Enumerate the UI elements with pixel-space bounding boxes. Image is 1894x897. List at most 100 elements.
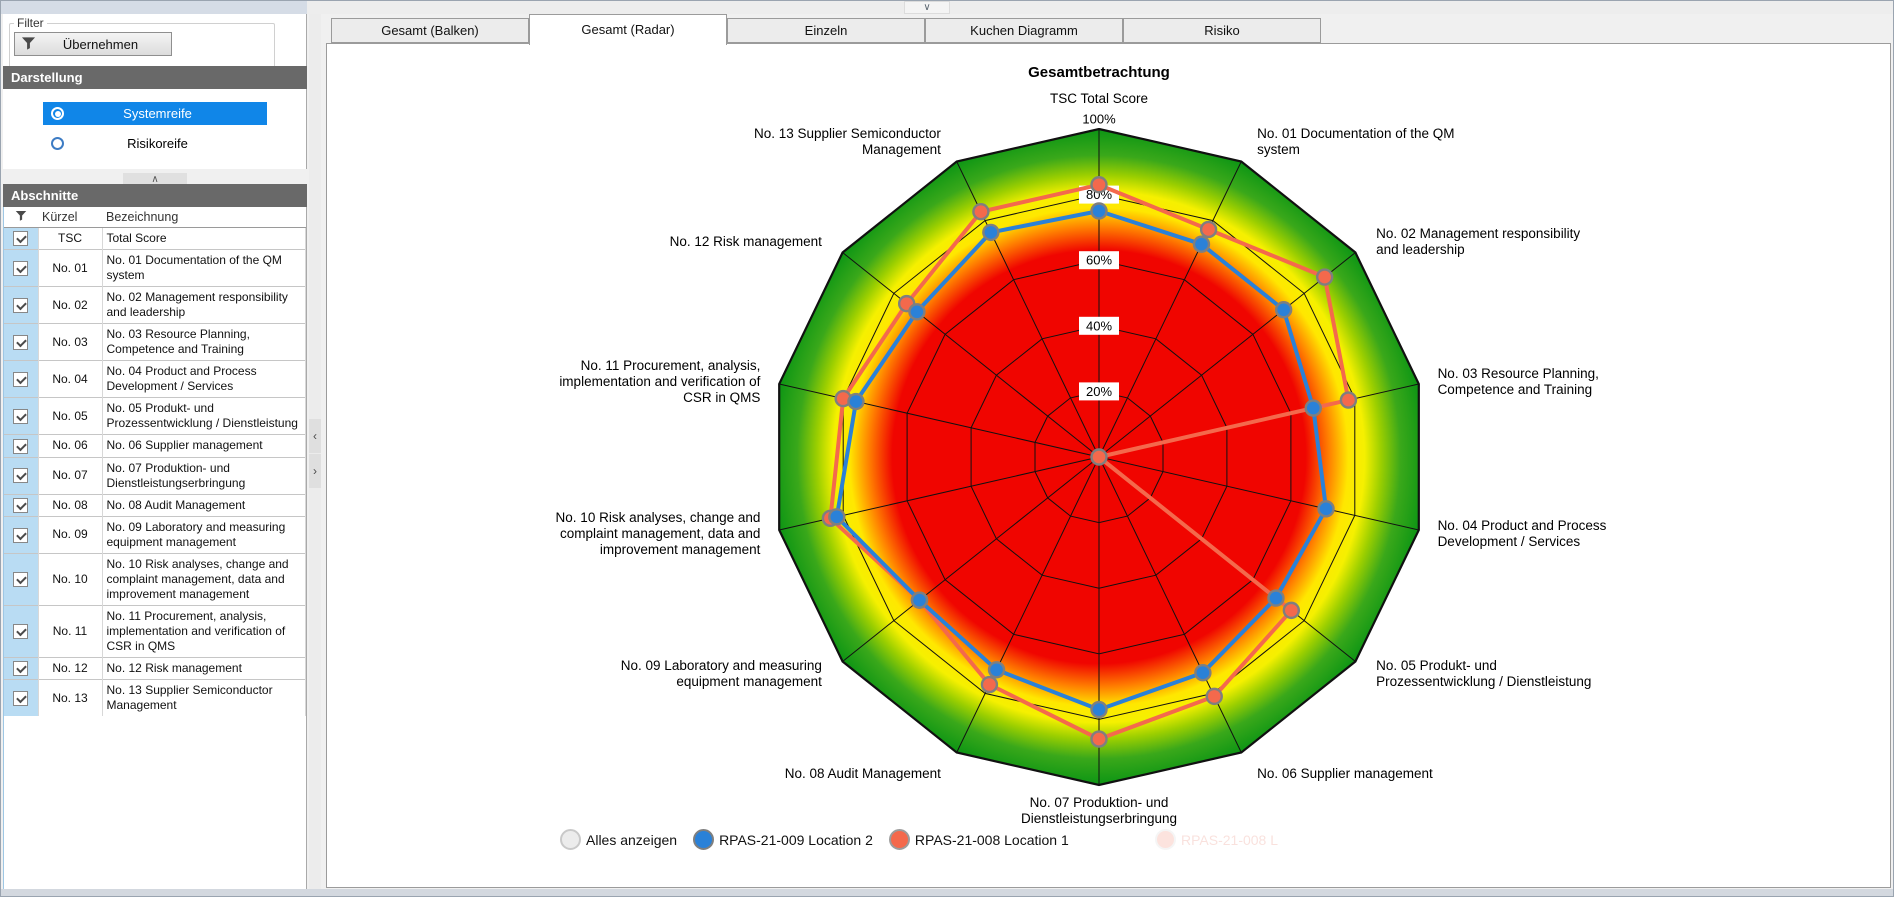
row-checkbox[interactable] (13, 297, 29, 313)
row-checkbox[interactable] (13, 408, 29, 424)
row-checkbox[interactable] (13, 231, 29, 247)
row-checkbox[interactable] (13, 438, 29, 454)
series-marker-rpas-21-008-location-1[interactable] (1090, 448, 1108, 466)
table-row[interactable]: No. 07 No. 07 Produktion- und Dienstleist… (4, 456, 306, 495)
table-row[interactable]: No. 09 No. 09 Laboratory and measuring eq… (4, 515, 306, 554)
series-marker-rpas-21-009-location-2[interactable] (910, 591, 929, 609)
chart-legend: Alles anzeigen RPAS-21-009 Location 2 RPAS… (560, 829, 1069, 850)
series-marker-rpas-21-008-location-1[interactable] (1205, 687, 1223, 706)
funnel-icon[interactable] (4, 207, 38, 228)
series-marker-rpas-21-009-location-2[interactable] (908, 303, 926, 321)
row-checkbox[interactable] (13, 497, 29, 513)
chevron-right-icon: › (313, 464, 317, 478)
tab-kuchen-diagramm[interactable]: Kuchen Diagramm (925, 18, 1123, 43)
table-row[interactable]: No. 02 No. 02 Management responsibility a… (4, 286, 306, 324)
tab-einzeln[interactable]: Einzeln (727, 18, 925, 43)
series-marker-rpas-21-008-location-1[interactable] (1090, 730, 1108, 748)
row-checkbox-cell (4, 226, 39, 250)
row-checkbox[interactable] (13, 624, 29, 640)
radio-option-label: Risikoreife (127, 136, 188, 151)
radio-icon[interactable] (51, 137, 64, 150)
series-marker-rpas-21-009-location-2[interactable] (1274, 301, 1293, 319)
tab-gesamt-balken[interactable]: Gesamt (Balken) (331, 18, 529, 43)
series-marker-rpas-21-008-location-1[interactable] (1315, 268, 1334, 286)
chevron-down-icon: ∨ (923, 2, 931, 13)
row-checkbox[interactable] (13, 572, 29, 588)
series-marker-rpas-21-009-location-2[interactable] (1194, 664, 1212, 682)
row-checkbox[interactable] (13, 468, 29, 484)
series-marker-rpas-21-009-location-2[interactable] (1192, 235, 1211, 253)
series-marker-rpas-21-008-location-1[interactable] (1199, 220, 1218, 239)
legend-item-alles-anzeigen[interactable]: Alles anzeigen (560, 829, 677, 850)
splitter-collapse-left-button[interactable]: ‹ (309, 419, 321, 453)
radar-spoke (842, 456, 1100, 662)
series-marker-rpas-21-009-location-2[interactable] (982, 223, 1000, 242)
row-checkbox[interactable] (13, 661, 29, 677)
table-row[interactable]: No. 13 No. 13 Supplier Semiconductor Mana… (4, 679, 306, 717)
table-row[interactable]: No. 01 No. 01 Documentation of the QM sys… (4, 249, 306, 287)
cell-kuerzel: No. 11 (38, 604, 103, 658)
table-row[interactable]: No. 04 No. 04 Product and Process Develop… (4, 360, 306, 398)
cell-bezeichnung: No. 11 Procurement, analysis, implementa… (102, 604, 306, 658)
series-marker-rpas-21-009-location-2[interactable] (1304, 399, 1322, 417)
cell-kuerzel: No. 13 (38, 679, 103, 717)
ring-label: 100% (1082, 112, 1116, 127)
collapse-panel-button[interactable]: ∨ (904, 1, 950, 14)
cell-bezeichnung: No. 09 Laboratory and measuring equipmen… (102, 515, 306, 554)
splitter-expand-right-button[interactable]: › (309, 454, 321, 488)
table-row[interactable]: No. 05 No. 05 Produkt- und Prozessentwick… (4, 397, 306, 435)
series-marker-rpas-21-008-location-1[interactable] (980, 675, 999, 694)
radio-icon[interactable] (51, 107, 64, 120)
tab-gesamt-radar[interactable]: Gesamt (Radar) (529, 14, 727, 45)
series-marker-rpas-21-008-location-1[interactable] (1282, 601, 1301, 620)
series-marker-rpas-21-009-location-2[interactable] (828, 508, 846, 526)
series-marker-rpas-21-008-location-1[interactable] (1339, 391, 1358, 409)
series-marker-rpas-21-009-location-2[interactable] (1317, 500, 1335, 518)
tab-panel: 20% 40% 60% 80% 100% Gesamtbetrachtung TSC Tot… (326, 43, 1891, 888)
series-marker-rpas-21-008-location-1[interactable] (972, 203, 990, 221)
row-checkbox[interactable] (13, 334, 29, 350)
tab-risiko[interactable]: Risiko (1123, 18, 1321, 43)
table-row[interactable]: No. 11 No. 11 Procurement, analysis, impl… (4, 604, 306, 658)
radio-option-systemreife[interactable]: Systemreife (43, 102, 267, 125)
chevron-up-icon: ∧ (151, 174, 159, 185)
series-marker-rpas-21-008-location-1[interactable] (1090, 176, 1108, 194)
series-marker-rpas-21-009-location-2[interactable] (1090, 700, 1108, 719)
table-row[interactable]: No. 10 No. 10 Risk analyses, change and c… (4, 552, 306, 606)
axis-label-no-12-risk-management: No. 12 Risk management (670, 234, 823, 249)
axis-label-no-06-supplier-management: No. 06 Supplier management (1257, 766, 1433, 781)
filter-apply-button[interactable]: Übernehmen (14, 32, 172, 56)
column-header-bezeichnung[interactable]: Bezeichnung (102, 207, 306, 228)
column-header-kuerzel[interactable]: Kürzel (38, 207, 102, 228)
radio-option-risikoreife[interactable]: Risikoreife (43, 132, 267, 155)
row-checkbox[interactable] (13, 371, 29, 387)
legend-item-rpas-21-008-location-1[interactable]: RPAS-21-008 Location 1 (888, 829, 1069, 850)
table-row[interactable]: No. 08 No. 08 Audit Management (4, 493, 306, 517)
splitter[interactable]: ‹ › (309, 14, 321, 890)
table-row[interactable]: TSC Total Score (4, 226, 306, 250)
row-checkbox[interactable] (13, 690, 29, 706)
ring-label-chip (1079, 382, 1119, 401)
legend-item-rpas-21-009-location-2[interactable]: RPAS-21-009 Location 2 (693, 829, 873, 850)
row-checkbox-cell (4, 552, 39, 606)
legend-item-ghost[interactable]: RPAS-21-008 L (1155, 829, 1278, 850)
bottom-strip (1, 889, 1893, 896)
row-checkbox[interactable] (13, 527, 29, 543)
radar-spoke (1098, 252, 1356, 458)
table-row[interactable]: No. 06 No. 06 Supplier management (4, 434, 306, 458)
series-marker-rpas-21-009-location-2[interactable] (987, 661, 1006, 679)
cell-kuerzel: No. 02 (38, 286, 103, 324)
legend-swatch (693, 829, 715, 850)
legend-swatch (560, 829, 581, 850)
row-checkbox[interactable] (13, 260, 29, 276)
radar-spoke (842, 252, 1100, 458)
series-marker-rpas-21-009-location-2[interactable] (847, 392, 865, 411)
table-row[interactable]: No. 03 No. 03 Resource Planning, Competen… (4, 323, 306, 361)
cell-kuerzel: No. 12 (38, 656, 103, 680)
series-marker-rpas-21-009-location-2[interactable] (1267, 589, 1285, 607)
series-marker-rpas-21-009-location-2[interactable] (1090, 202, 1108, 220)
radar-ring (842, 194, 1356, 720)
sidebar: Filter Übernehmen Darstellung Systemreif… (3, 14, 307, 890)
table-row[interactable]: No. 12 No. 12 Risk management (4, 656, 306, 680)
top-strip-sidebar-segment (1, 1, 307, 14)
